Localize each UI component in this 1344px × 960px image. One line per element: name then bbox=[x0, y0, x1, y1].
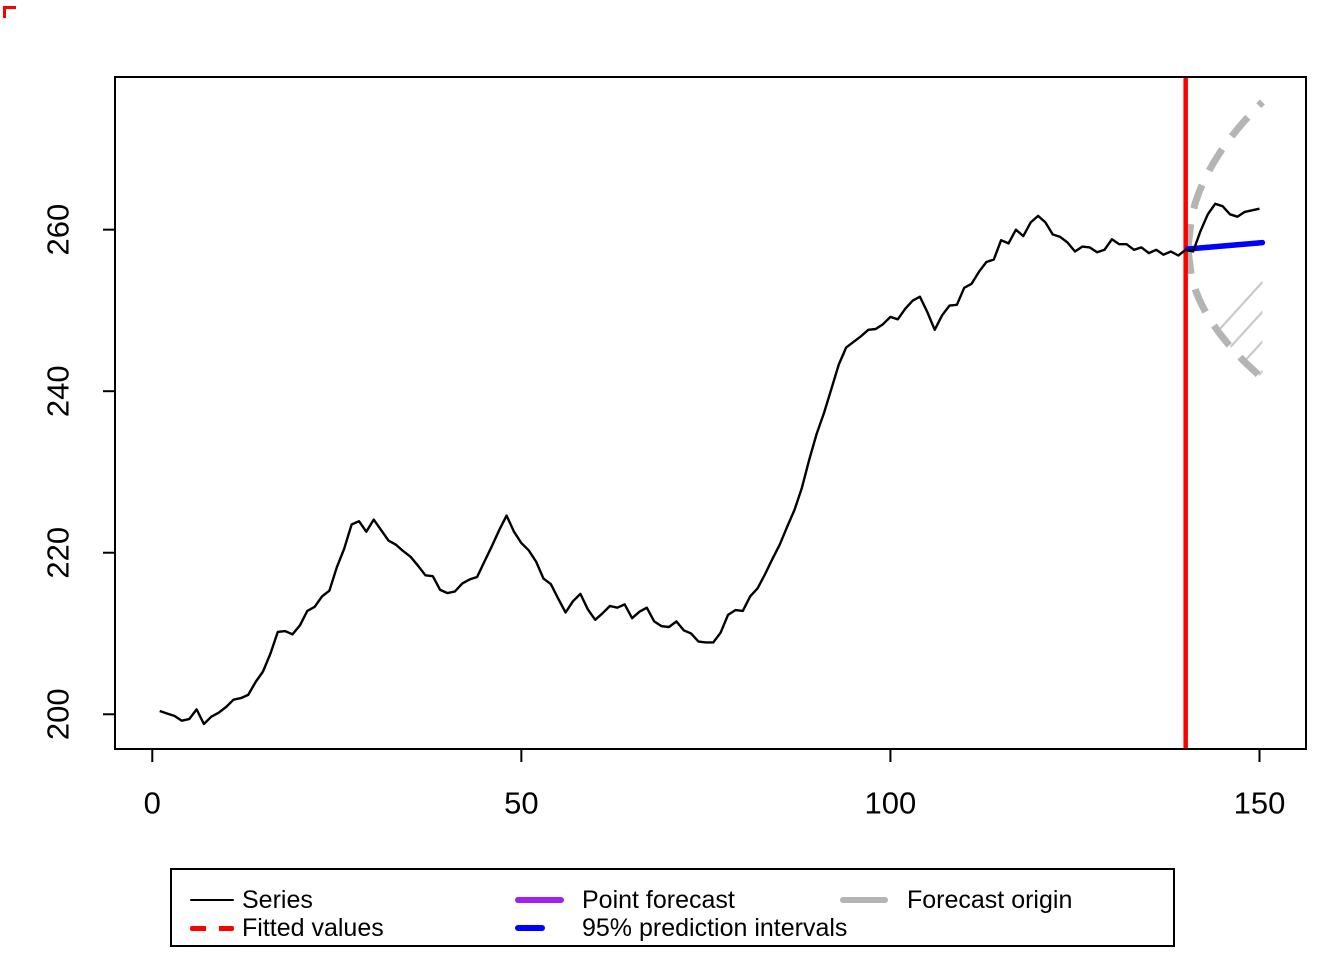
legend-swatch-bar bbox=[840, 897, 888, 903]
hatch-line bbox=[1187, 102, 1263, 379]
legend-swatch-bar bbox=[515, 897, 564, 903]
y-axis-tick-label: 200 bbox=[41, 688, 76, 740]
x-axis-tick-label: 50 bbox=[504, 786, 538, 821]
prediction-upper-bound bbox=[1184, 99, 1265, 250]
legend-item-forecast-origin: Forecast origin bbox=[840, 885, 1072, 915]
legend-item-series: Series bbox=[190, 885, 313, 915]
legend-swatch-bar bbox=[190, 899, 234, 901]
x-axis-tick-label: 0 bbox=[144, 786, 161, 821]
legend-label-forecast-origin: Forecast origin bbox=[907, 886, 1073, 914]
fan-hatch-group bbox=[1187, 67, 1344, 430]
hatch-line bbox=[1290, 67, 1344, 430]
legend-swatch-bar bbox=[515, 925, 545, 931]
plot-border bbox=[114, 76, 1307, 750]
legend-label-prediction-intervals: 95% prediction intervals bbox=[582, 914, 848, 942]
legend-label-fitted-values: Fitted values bbox=[242, 914, 384, 942]
fitted-values-line-swatch bbox=[190, 925, 234, 931]
x-axis-tick-label: 100 bbox=[865, 786, 917, 821]
prediction-lower-bound bbox=[1184, 248, 1265, 381]
series-line bbox=[159, 202, 1260, 726]
legend-label-point-forecast: Point forecast bbox=[582, 886, 735, 914]
forecast-origin-line-swatch bbox=[840, 897, 888, 903]
corner-artifact-mark bbox=[3, 5, 19, 21]
y-axis-tick-label: 220 bbox=[41, 527, 76, 579]
hatch-line bbox=[1317, 67, 1344, 430]
hatch-line bbox=[1235, 102, 1263, 379]
x-axis-tick-label: 150 bbox=[1234, 786, 1286, 821]
chart-legend: Series Fitted values Point forecast 95% … bbox=[170, 868, 1175, 947]
hatch-line bbox=[1208, 102, 1263, 379]
legend-item-fitted-values: Fitted values bbox=[190, 913, 384, 943]
y-axis-tick-label: 260 bbox=[41, 204, 76, 256]
point-forecast-line bbox=[1185, 239, 1266, 252]
corner-artifact-vertical bbox=[3, 6, 6, 18]
hatch-line bbox=[1187, 102, 1263, 379]
legend-label-series: Series bbox=[242, 886, 313, 914]
legend-item-point-forecast: Point forecast bbox=[515, 885, 735, 915]
legend-swatch-bar bbox=[190, 925, 234, 931]
y-axis-tick-label: 240 bbox=[41, 365, 76, 417]
series-line-swatch bbox=[190, 899, 234, 901]
corner-artifact-horizontal bbox=[3, 6, 16, 9]
point-forecast-line-swatch bbox=[515, 897, 564, 903]
hatch-line bbox=[1262, 102, 1263, 379]
legend-item-prediction-intervals: 95% prediction intervals bbox=[515, 913, 847, 943]
prediction-intervals-line-swatch bbox=[515, 925, 564, 931]
